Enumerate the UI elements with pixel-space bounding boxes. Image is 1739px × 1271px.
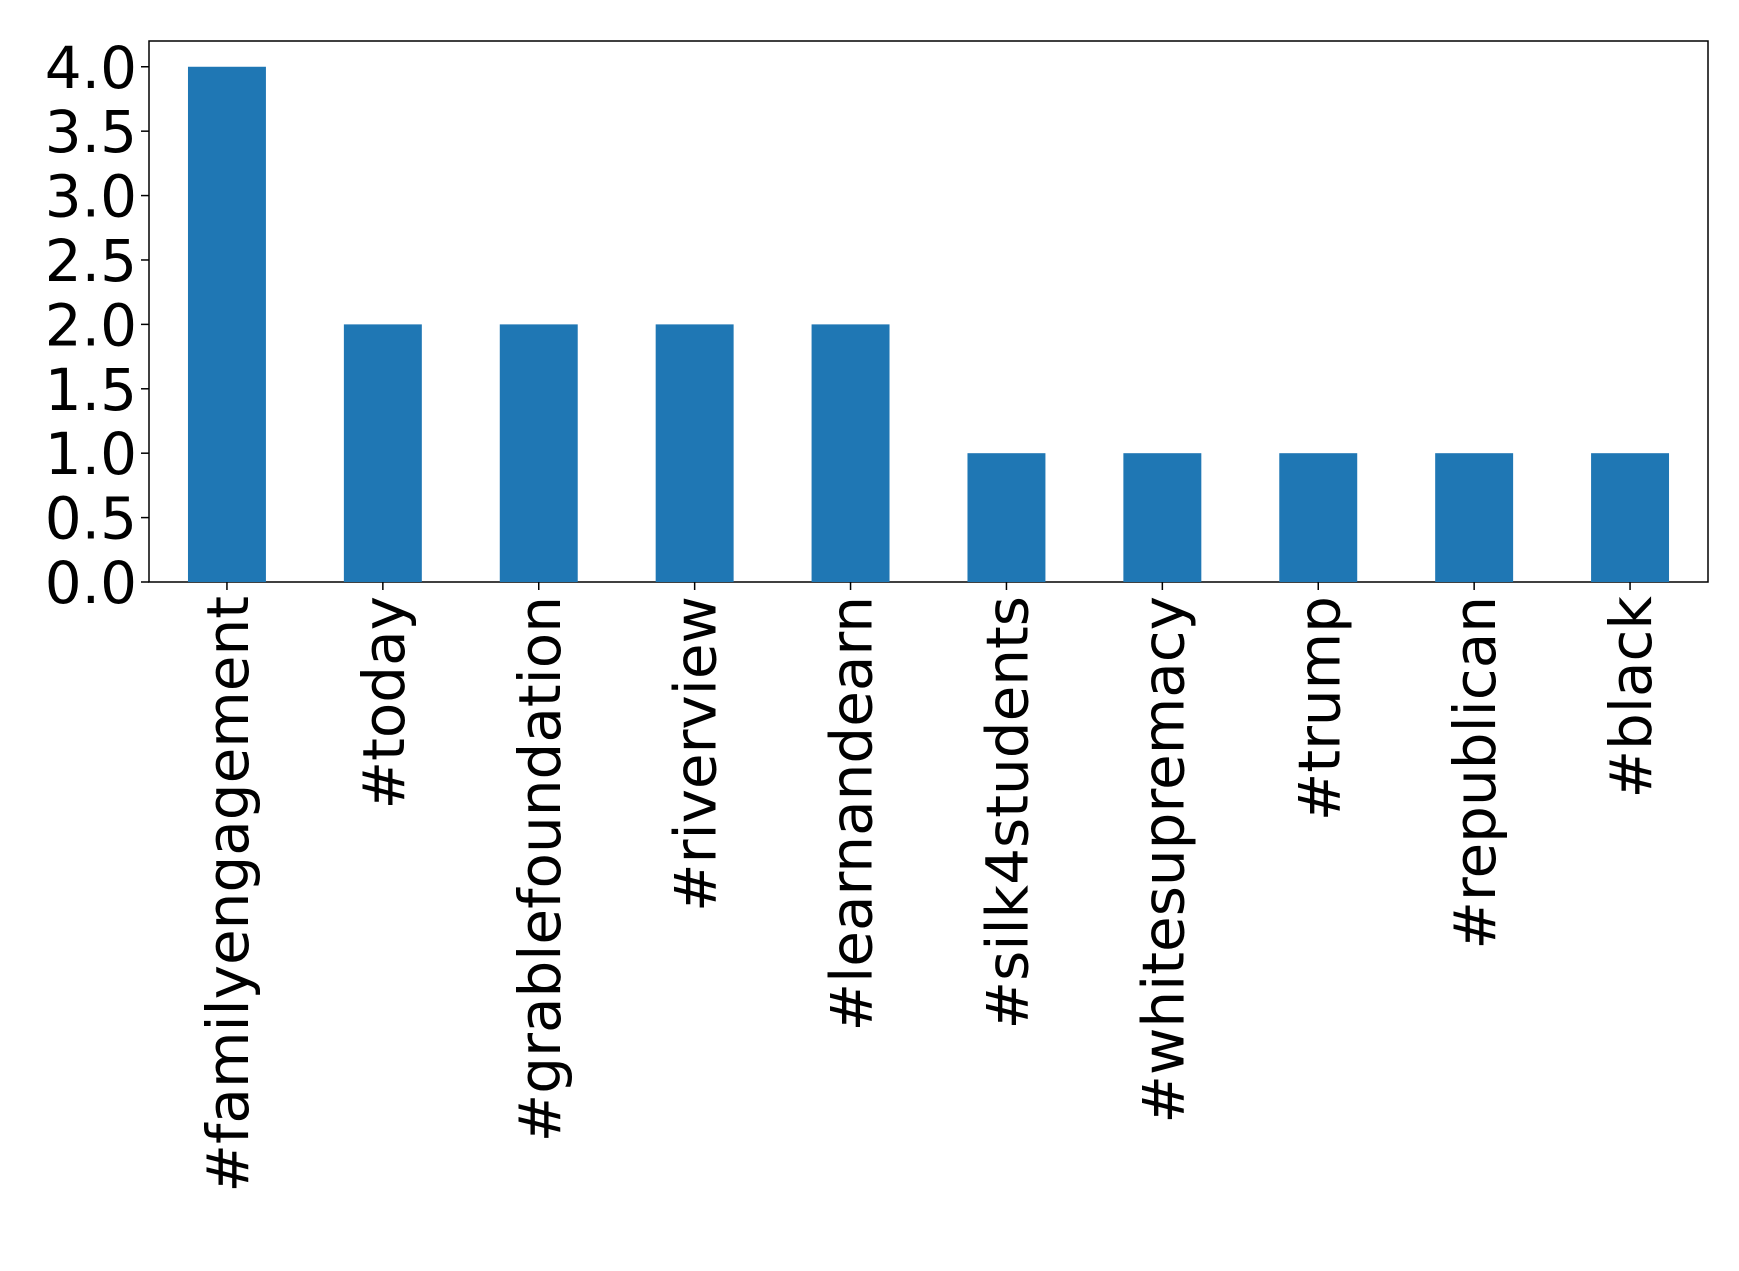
x-tick-label: #grablefoundation — [506, 596, 574, 1142]
y-tick-label: 1.0 — [45, 420, 137, 488]
plot-frame — [148, 40, 1709, 583]
x-tick-label: #trump — [1285, 596, 1353, 821]
y-tick-label: 2.0 — [45, 291, 137, 359]
y-tick-label: 4.0 — [45, 34, 137, 102]
y-tick-label: 3.5 — [45, 98, 137, 166]
bar — [187, 66, 266, 582]
x-tick-label: #black — [1597, 596, 1665, 799]
bar — [499, 324, 578, 582]
bar — [1435, 453, 1514, 582]
y-tick-label: 3.0 — [45, 163, 137, 231]
x-tick-label: #riverview — [662, 596, 730, 912]
x-tick-label: #silk4students — [973, 596, 1041, 1029]
bar — [811, 324, 890, 582]
y-tick-label: 0.0 — [45, 549, 137, 617]
bar — [655, 324, 734, 582]
x-tick-label: #today — [350, 596, 418, 810]
x-tick-label: #familyengagement — [194, 596, 262, 1193]
x-tick-label: #republican — [1441, 596, 1509, 950]
bar — [1123, 453, 1202, 582]
x-tick-label: #whitesupremacy — [1129, 596, 1197, 1124]
y-tick-label: 2.5 — [45, 227, 137, 295]
bar — [967, 453, 1046, 582]
y-tick-label: 0.5 — [45, 485, 137, 553]
bar — [343, 324, 422, 582]
y-tick-label: 1.5 — [45, 356, 137, 424]
bar — [1591, 453, 1670, 582]
x-tick-label: #learnandearn — [818, 596, 886, 1031]
bar — [1279, 453, 1358, 582]
